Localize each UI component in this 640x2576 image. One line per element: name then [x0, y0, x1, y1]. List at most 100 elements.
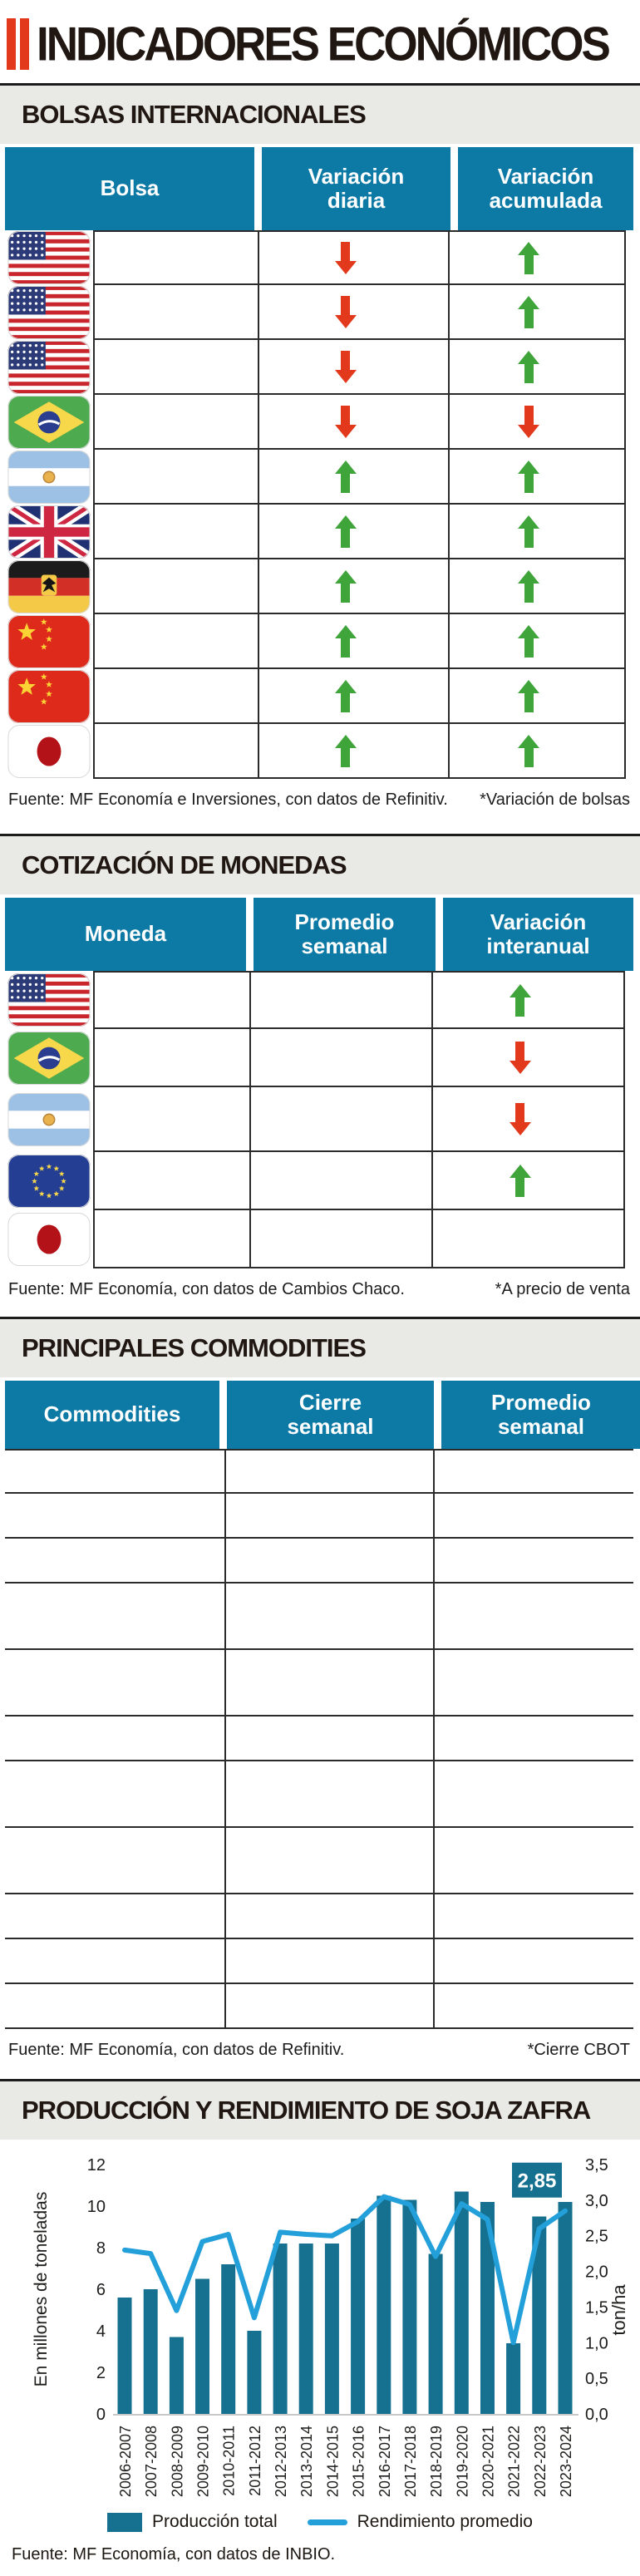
- commodities-table-header: Commodities Cierre semanal Promedio sema…: [0, 1377, 640, 1449]
- flag-cell: [5, 230, 93, 285]
- accumulated-variation-cell: [450, 450, 626, 505]
- arrow-up-icon: [334, 734, 357, 767]
- monedas-row: [5, 1152, 633, 1210]
- production-bar: [143, 2289, 158, 2414]
- x-axis-label: 2021-2022: [506, 2426, 523, 2497]
- annotation-box: [512, 2162, 562, 2198]
- accumulated-variation-cell: [450, 340, 626, 395]
- weekly-close-cell: [224, 1584, 433, 1650]
- exchange-cell: [93, 395, 259, 450]
- accumulated-variation-cell: [450, 285, 626, 340]
- x-axis-label: 2018-2019: [428, 2426, 445, 2497]
- section-soja-title: PRODUCCIÓN Y RENDIMIENTO DE SOJA ZAFRA: [22, 2096, 591, 2125]
- bolsas-row: [5, 395, 633, 450]
- commodity-row: [5, 1449, 633, 1494]
- section-bolsas-band: BOLSAS INTERNACIONALES: [0, 86, 640, 144]
- divider: [0, 2079, 640, 2081]
- flag-cell: [5, 1152, 93, 1210]
- section-bolsas-title: BOLSAS INTERNACIONALES: [22, 100, 367, 129]
- divider: [0, 1317, 640, 1319]
- arrow-up-icon: [334, 624, 357, 658]
- flag-cell: [5, 724, 93, 779]
- flag-eu-icon: [7, 1155, 91, 1208]
- x-axis-label: 2010-2011: [221, 2426, 238, 2496]
- arrow-down-icon: [334, 295, 357, 328]
- monedas-table-header: Moneda Promedio semanal Variación intera…: [0, 894, 640, 971]
- left-axis-tick: 6: [96, 2281, 106, 2299]
- commodities-note: *Cierre CBOT: [527, 2040, 630, 2059]
- commodity-name-cell: [5, 1984, 224, 2029]
- flag-us-icon: [7, 286, 91, 339]
- weekly-average-cell: [433, 1584, 633, 1650]
- x-axis-label: 2006-2007: [117, 2426, 134, 2497]
- daily-variation-cell: [259, 669, 450, 724]
- right-axis-tick: 0,0: [585, 2406, 608, 2424]
- arrow-up-icon: [509, 983, 531, 1017]
- daily-variation-cell: [259, 340, 450, 395]
- flag-ar-icon: [7, 451, 91, 504]
- production-bar: [298, 2244, 313, 2414]
- left-axis-tick: 4: [96, 2322, 106, 2341]
- flag-ar-icon: [7, 1093, 91, 1146]
- commodities-col-promedio: Promedio semanal: [441, 1381, 640, 1449]
- left-axis-tick: 2: [96, 2364, 106, 2382]
- production-bar: [273, 2244, 288, 2414]
- weekly-average-cell: [433, 1761, 633, 1828]
- legend-line-swatch-icon: [307, 2519, 347, 2525]
- exchange-cell: [93, 340, 259, 395]
- commodity-row: [5, 1539, 633, 1584]
- right-axis-tick: 2,5: [585, 2228, 608, 2246]
- section-monedas-title: COTIZACIÓN DE MONEDAS: [22, 850, 347, 879]
- arrow-up-icon: [509, 1164, 531, 1197]
- production-bar: [377, 2195, 391, 2414]
- flag-cell: [5, 1087, 93, 1152]
- weekly-close-cell: [224, 1539, 433, 1584]
- arrow-up-icon: [518, 460, 539, 493]
- x-axis-label: 2016-2017: [377, 2426, 393, 2497]
- section-commodities-title: PRINCIPALES COMMODITIES: [22, 1333, 367, 1362]
- left-axis-tick: 0: [96, 2406, 106, 2424]
- weekly-close-cell: [224, 1449, 433, 1494]
- bolsas-row: [5, 450, 633, 505]
- left-axis-tick: 8: [96, 2239, 106, 2258]
- arrow-down-icon: [334, 405, 357, 438]
- exchange-cell: [93, 559, 259, 614]
- x-axis-label: 2022-2023: [532, 2426, 549, 2497]
- currency-cell: [93, 971, 251, 1029]
- daily-variation-cell: [259, 230, 450, 285]
- monedas-row: [5, 1087, 633, 1152]
- arrow-down-icon: [334, 350, 357, 383]
- commodity-name-cell: [5, 1717, 224, 1761]
- arrow-down-icon: [509, 1102, 531, 1135]
- currency-cell: [93, 1210, 251, 1268]
- flag-cn-icon: [7, 670, 91, 723]
- weekly-close-cell: [224, 1984, 433, 2029]
- weekly-average-cell: [433, 1828, 633, 1894]
- bolsas-footer: Fuente: MF Economía e Inversiones, con d…: [0, 779, 640, 817]
- monedas-note: *A precio de venta: [495, 1279, 630, 1298]
- monedas-footer: Fuente: MF Economía, con datos de Cambio…: [0, 1268, 640, 1307]
- weekly-average-cell: [433, 1939, 633, 1984]
- weekly-close-cell: [224, 1828, 433, 1894]
- weekly-average-cell: [251, 971, 433, 1029]
- weekly-average-cell: [251, 1152, 433, 1210]
- daily-variation-cell: [259, 395, 450, 450]
- flag-cell: [5, 340, 93, 395]
- production-bar: [558, 2202, 573, 2414]
- currency-cell: [93, 1152, 251, 1210]
- x-axis-label: 2013-2014: [298, 2426, 315, 2497]
- commodity-row: [5, 1894, 633, 1939]
- daily-variation-cell: [259, 450, 450, 505]
- flag-cell: [5, 285, 93, 340]
- commodity-name-cell: [5, 1449, 224, 1494]
- left-axis-title: En millones de toneladas: [32, 2192, 51, 2387]
- flag-cell: [5, 505, 93, 559]
- production-bar: [402, 2199, 417, 2414]
- commodities-footer: Fuente: MF Economía, con datos de Refini…: [0, 2029, 640, 2067]
- exchange-cell: [93, 230, 259, 285]
- commodity-row: [5, 1717, 633, 1761]
- exchange-cell: [93, 285, 259, 340]
- production-bar: [532, 2216, 547, 2414]
- right-axis-tick: 3,5: [585, 2156, 608, 2175]
- accumulated-variation-cell: [450, 669, 626, 724]
